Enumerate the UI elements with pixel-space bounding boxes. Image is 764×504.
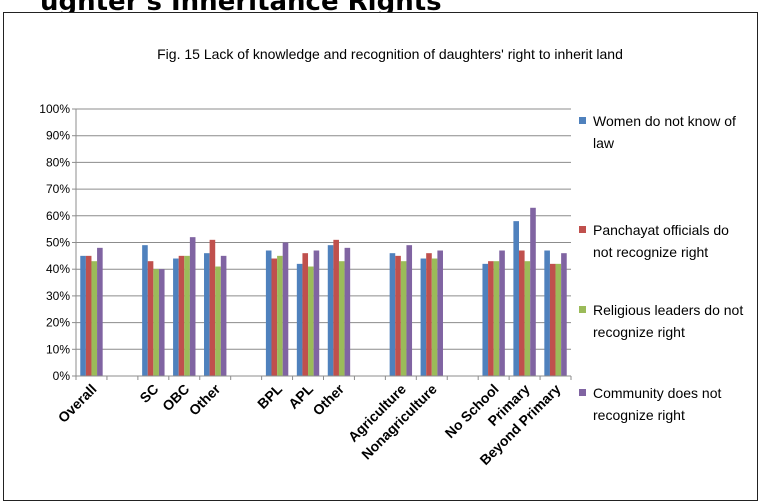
bar: [499, 250, 505, 376]
bar: [482, 263, 489, 376]
legend-label: recognize right: [593, 407, 685, 423]
legend-label: law: [593, 135, 615, 151]
bar: [389, 253, 396, 376]
legend-swatch: [579, 226, 586, 233]
axes: [75, 109, 572, 380]
legend-label: Community does not: [593, 385, 722, 401]
y-tick-label: 50%: [46, 236, 70, 250]
bar: [327, 245, 334, 376]
bar: [431, 258, 438, 376]
bar: [400, 261, 407, 376]
bar: [277, 255, 283, 376]
legend-label: Religious leaders do not: [593, 302, 743, 318]
bar: [220, 255, 227, 376]
x-category-label: Other: [309, 380, 347, 418]
bar: [302, 253, 309, 376]
bar: [215, 266, 221, 376]
y-tick-label: 10%: [46, 342, 70, 356]
bar: [204, 253, 210, 376]
chart-title: Fig. 15 Lack of knowledge and recognitio…: [157, 46, 623, 62]
bar: [395, 255, 401, 376]
bar: [142, 245, 148, 376]
bar: [313, 250, 320, 376]
bars: [80, 207, 567, 376]
bar: [493, 261, 500, 376]
bar: [333, 239, 339, 376]
bar: [271, 258, 278, 376]
bar: [488, 261, 494, 376]
y-tick-label: 100%: [39, 102, 70, 116]
y-tick-label: 30%: [46, 289, 70, 303]
bar-chart: Fig. 15 Lack of knowledge and recognitio…: [39, 46, 743, 468]
y-tick-label: 40%: [46, 262, 70, 276]
x-category-label: Other: [186, 380, 224, 418]
y-axis-tick-labels: 0% 10% 20% 30% 40% 50% 60% 70% 80% 90% 100%: [39, 102, 70, 383]
bar: [308, 266, 314, 376]
legend-item: Community does not recognize right: [579, 385, 722, 423]
legend-swatch: [579, 389, 586, 396]
chart-frame: Fig. 15 Lack of knowledge and recognitio…: [3, 12, 758, 501]
legend-item: Women do not know of law: [579, 113, 736, 151]
bar: [296, 263, 303, 376]
x-category-label: BPL: [254, 380, 285, 411]
bar: [549, 263, 556, 376]
bar: [282, 242, 289, 376]
bar: [184, 255, 190, 376]
bar: [513, 221, 519, 376]
bar: [518, 250, 525, 376]
bar: [524, 261, 531, 376]
x-category-label: SC: [136, 381, 161, 406]
legend-label: not recognize right: [593, 244, 708, 260]
bar: [97, 247, 103, 376]
y-tick-label: 0%: [53, 369, 71, 383]
bar: [265, 250, 272, 376]
bar: [147, 261, 154, 376]
legend-label: recognize right: [593, 324, 685, 340]
bar: [426, 253, 432, 376]
bar: [153, 269, 159, 376]
legend-label: Panchayat officials do: [593, 222, 729, 238]
bar: [91, 261, 98, 376]
y-tick-label: 20%: [46, 316, 70, 330]
bar: [344, 247, 351, 376]
legend: Women do not know of law Panchayat officia…: [579, 113, 743, 423]
bar: [189, 237, 196, 376]
bar: [420, 258, 427, 376]
legend-swatch: [579, 306, 586, 313]
legend-swatch: [579, 117, 586, 124]
bar: [178, 255, 185, 376]
bar: [530, 207, 536, 376]
y-tick-label: 70%: [46, 182, 70, 196]
legend-item: Religious leaders do not recognize right: [579, 302, 743, 340]
bar: [173, 258, 179, 376]
legend-label: Women do not know of: [593, 113, 736, 129]
bar: [209, 239, 216, 376]
bar: [80, 255, 86, 376]
bar: [158, 269, 165, 376]
bar: [437, 250, 443, 376]
y-tick-label: 80%: [46, 155, 70, 169]
bar: [85, 255, 92, 376]
x-category-label: Overall: [55, 381, 100, 426]
bar: [544, 250, 550, 376]
y-tick-label: 90%: [46, 129, 70, 143]
bar: [338, 261, 345, 376]
legend-item: Panchayat officials do not recognize righ…: [579, 222, 729, 260]
y-tick-label: 60%: [46, 209, 70, 223]
bar: [555, 263, 562, 376]
bar: [406, 245, 413, 376]
bar: [561, 253, 567, 376]
